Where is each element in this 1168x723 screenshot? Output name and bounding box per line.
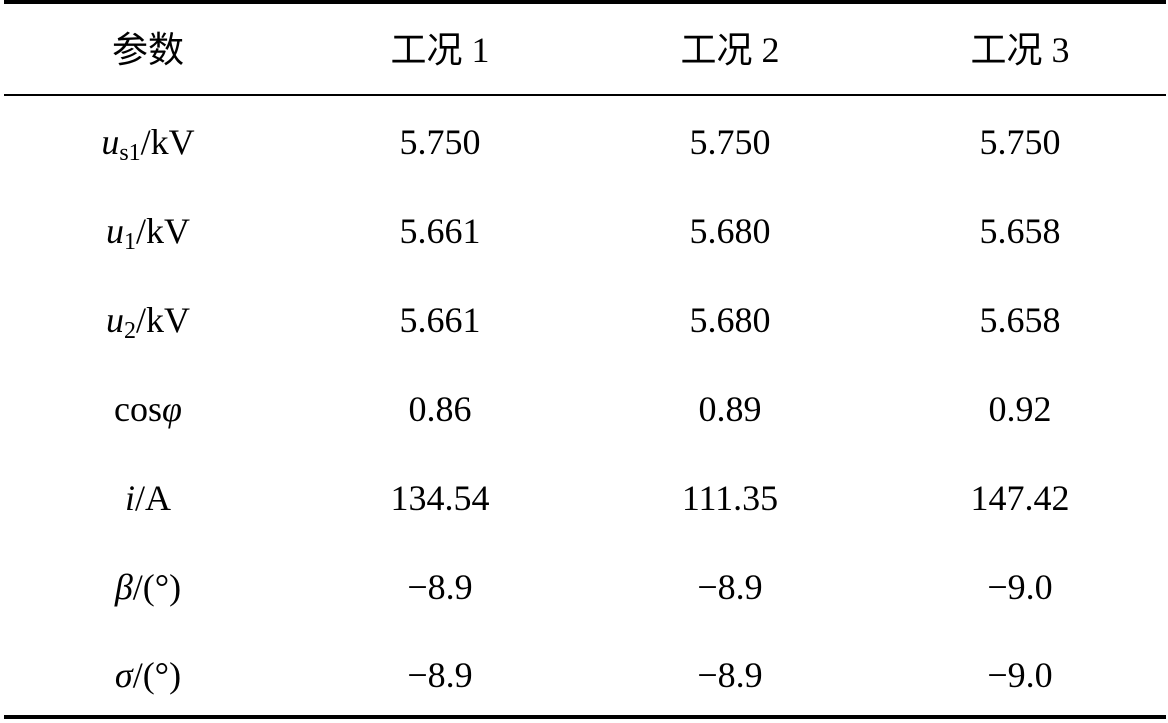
value-cell: 5.658 [979, 299, 1061, 340]
bottom-rule [4, 715, 1166, 719]
header-cell: 参数 [111, 30, 184, 70]
row-label: us1/kV [3, 112, 293, 172]
value-cell: 5.750 [689, 122, 771, 162]
label-part: s1 [119, 140, 141, 166]
label-part: /(°) [132, 655, 182, 696]
value-cell: −8.9 [697, 655, 763, 696]
row-label: u1/kV [3, 201, 293, 261]
label-part: /kV [136, 299, 190, 340]
value-cell: 147.42 [970, 477, 1070, 518]
header-cell: 工况 2 [680, 30, 780, 70]
label-part: /A [135, 477, 171, 518]
row-label: β/(°) [3, 557, 293, 617]
value-cell: 5.661 [399, 299, 481, 340]
value-cell: −8.9 [697, 566, 763, 607]
label-part: /(°) [132, 566, 182, 607]
value-cell: 5.661 [399, 210, 481, 251]
label-part: u [106, 299, 124, 340]
row-label: cosφ [3, 379, 293, 439]
top-rule [4, 0, 1166, 4]
value-cell: −8.9 [407, 566, 473, 607]
value-cell: 0.92 [988, 388, 1052, 429]
value-cell: 0.86 [408, 388, 472, 429]
label-part: 1 [124, 228, 136, 255]
header-cell: 工况 1 [390, 30, 490, 70]
value-cell: 5.658 [979, 210, 1061, 251]
label-part: i [124, 477, 135, 518]
value-cell: 5.680 [689, 210, 771, 251]
value-cell: 134.54 [390, 477, 490, 518]
value-cell: −9.0 [987, 566, 1053, 607]
label-part: σ [114, 655, 133, 696]
row-label: σ/(°) [3, 645, 293, 705]
label-part: φ [162, 388, 182, 429]
header-cell: 工况 3 [970, 30, 1070, 70]
row-label: i/A [3, 468, 293, 528]
label-part: u [101, 122, 120, 162]
value-cell: 5.750 [979, 122, 1061, 162]
value-cell: −8.9 [407, 655, 473, 696]
value-cell: 111.35 [681, 477, 779, 518]
row-label: u2/kV [3, 290, 293, 350]
label-part: u [106, 210, 124, 251]
value-cell: 5.680 [689, 299, 771, 340]
label-part: 2 [124, 317, 136, 344]
value-cell: 0.89 [698, 388, 762, 429]
label-part: /kV [136, 210, 190, 251]
label-part: /kV [140, 122, 195, 162]
label-part: β [114, 566, 133, 607]
header-rule [4, 94, 1166, 96]
value-cell: −9.0 [987, 655, 1053, 696]
value-cell: 5.750 [399, 122, 481, 162]
label-part: cos [114, 388, 163, 429]
